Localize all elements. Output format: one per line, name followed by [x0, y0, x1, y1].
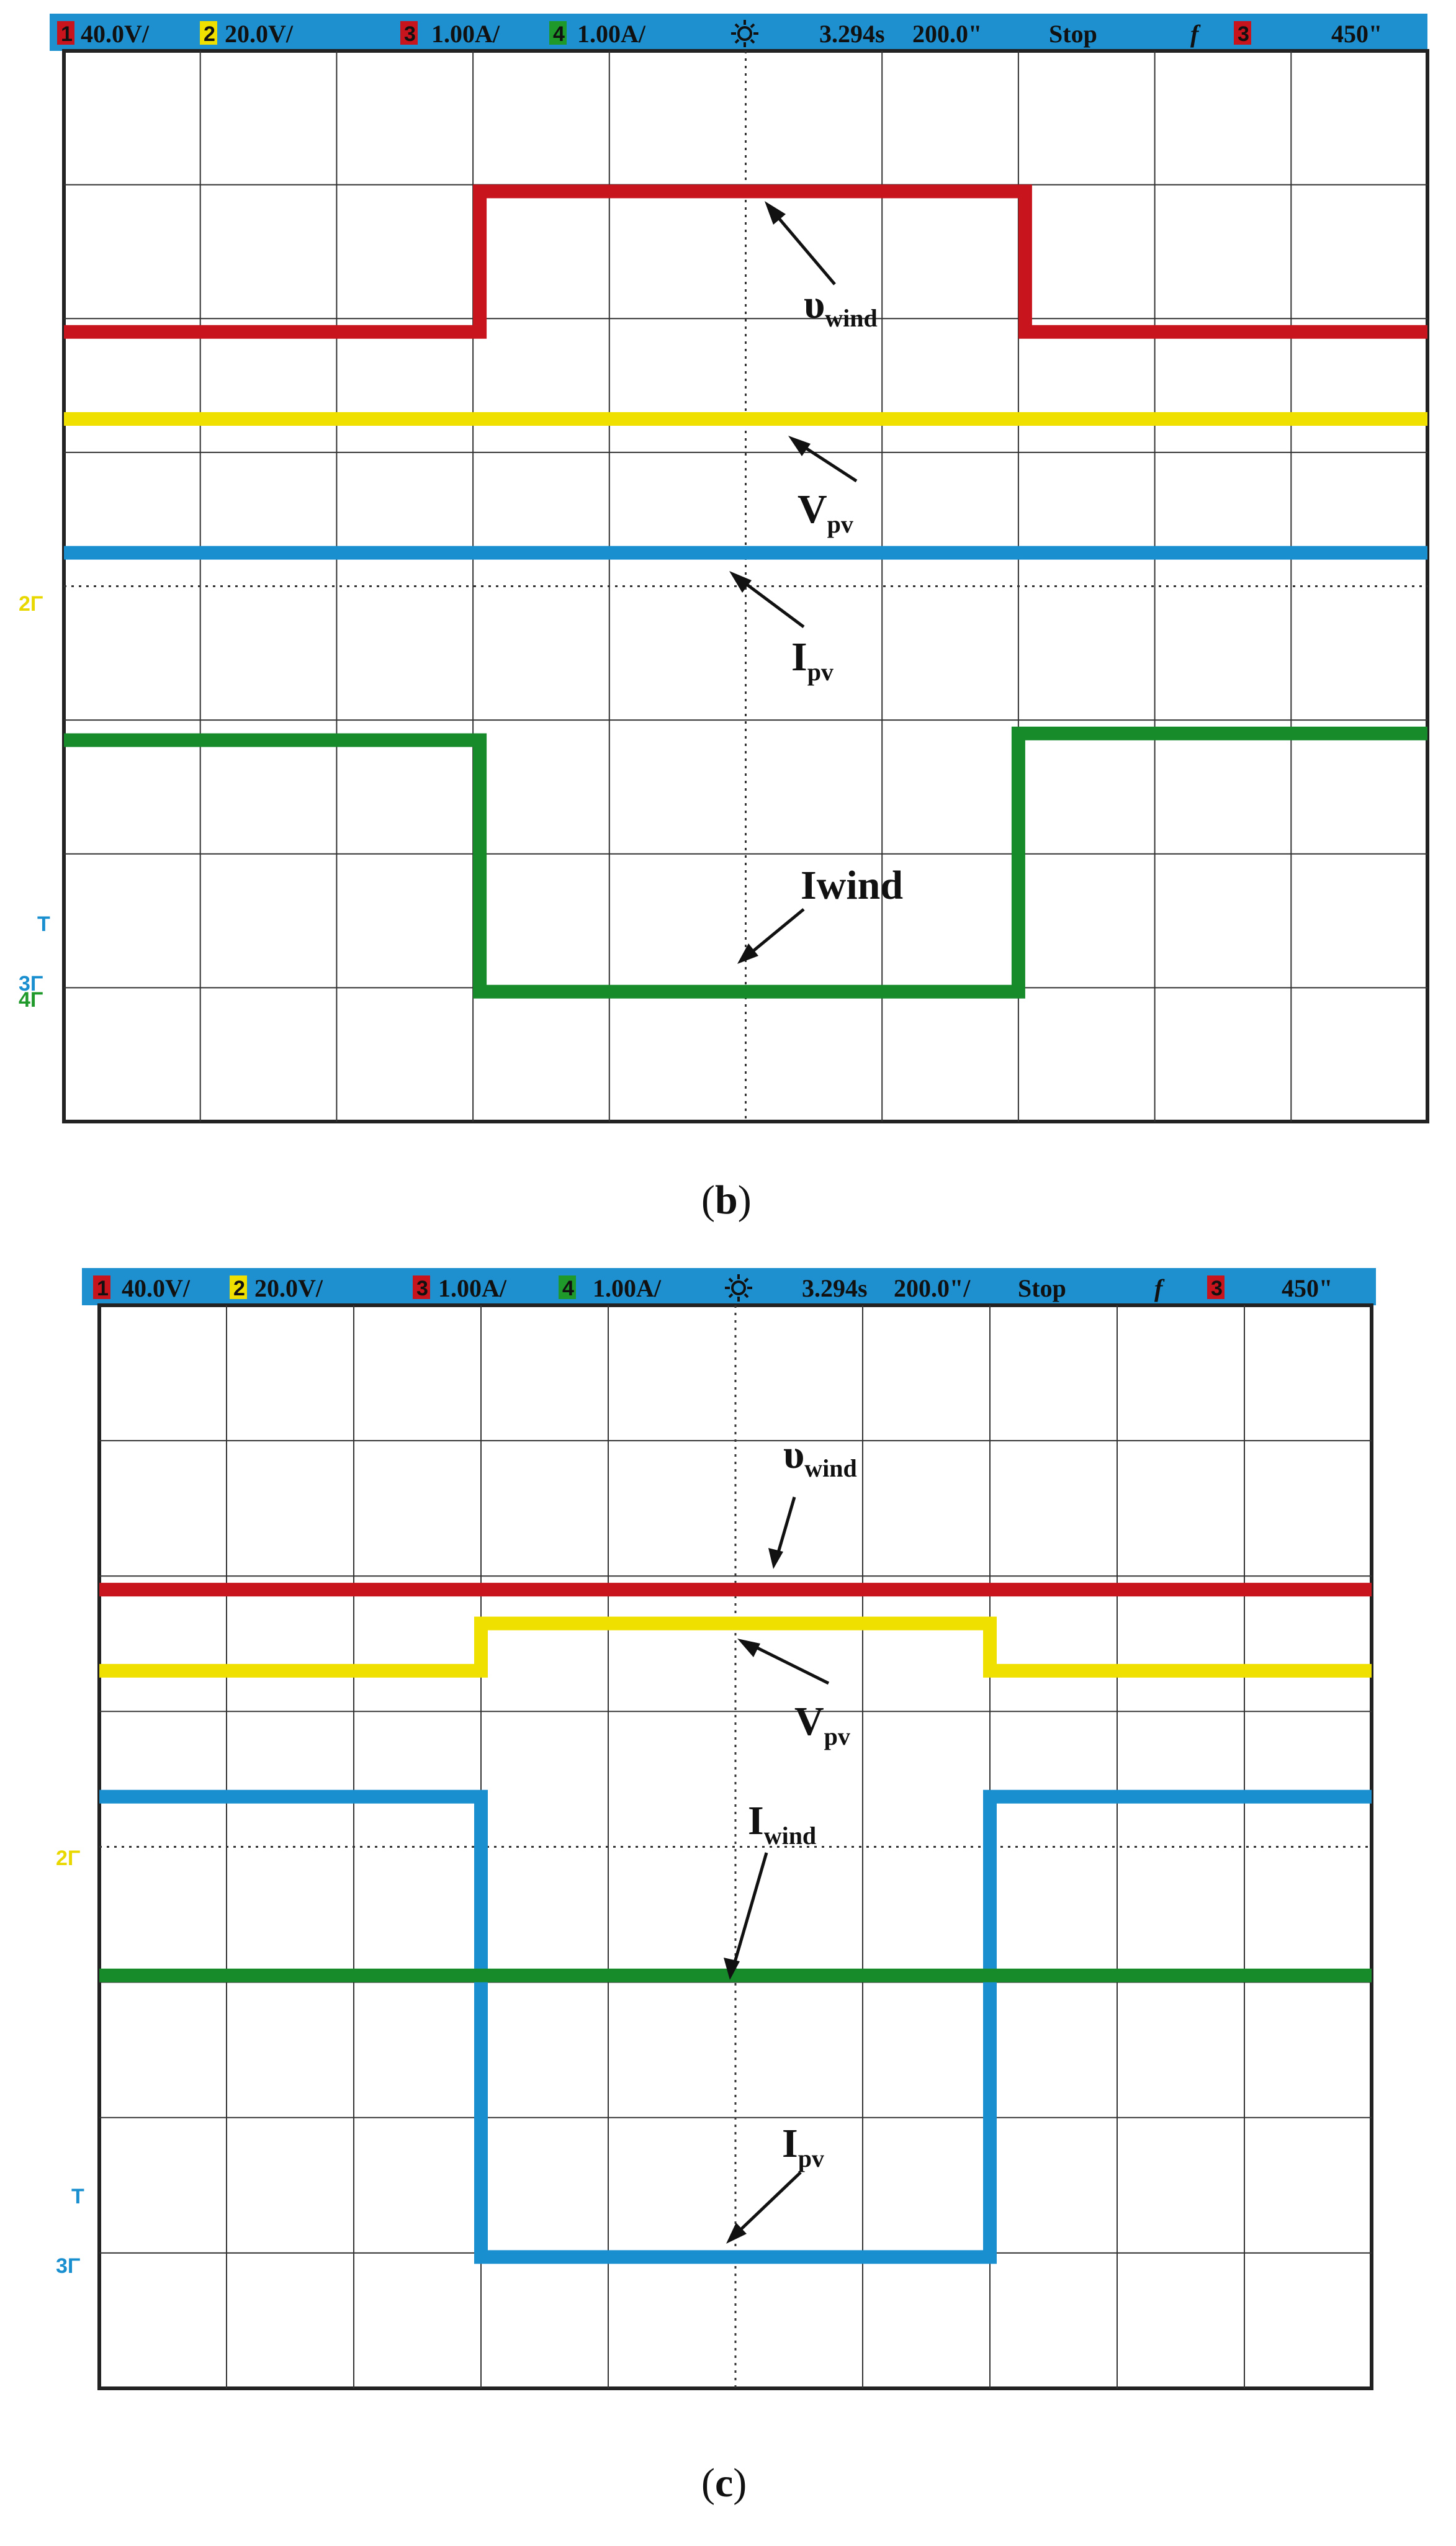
- acq-time: 3.294s: [802, 1274, 868, 1302]
- waveforms: [99, 1583, 1372, 2264]
- trigger-marker: T: [37, 912, 50, 936]
- status-bar-content: 1 40.0V/ 2 20.0V/ 3 1.00A/ 4 1.00A/: [93, 1274, 1332, 1302]
- ch4-badge: [559, 1275, 576, 1299]
- ch2-ground-marker: 2Γ: [19, 592, 43, 616]
- ch3-ground-marker: 3Γ: [56, 2254, 80, 2278]
- sun-icon: [731, 20, 758, 47]
- svg-text:3: 3: [404, 22, 416, 46]
- trigger-f-symbol: f: [1154, 1274, 1165, 1302]
- ch2-scale: 20.0V/: [225, 20, 294, 48]
- ch3-ground-marker: 3Γ: [19, 972, 43, 996]
- trace-annotations: υwind Vpv Ipv Iwind: [729, 201, 903, 964]
- ch1-scale: 40.0V/: [81, 20, 150, 48]
- vwind-label: υwind: [804, 282, 878, 332]
- iwind-arrow: [730, 1852, 768, 1971]
- svg-text:1: 1: [97, 1277, 109, 1300]
- panel-b: 1 40.0V/ 2 20.0V/ 3 1.00A/ 4 1.00A/: [19, 14, 1429, 1223]
- vpv-arrowhead: [788, 436, 811, 456]
- svg-text:4: 4: [553, 22, 565, 46]
- trigger-level: 450": [1331, 20, 1382, 48]
- iwind-arrowhead: [724, 1958, 740, 1980]
- status-bar-content: 1 40.0V/ 2 20.0V/ 3 1.00A/ 4 1.00A/: [57, 20, 1382, 48]
- vpv-label: Vpv: [794, 1699, 850, 1750]
- timebase: 200.0"/: [894, 1274, 971, 1302]
- svg-text:2: 2: [204, 22, 215, 46]
- trigger-ch-badge: [1234, 21, 1251, 45]
- svg-text:1: 1: [61, 22, 73, 46]
- ch1-badge: [57, 21, 74, 45]
- sun-icon: [725, 1274, 752, 1302]
- vwind-label: υwind: [783, 1432, 857, 1482]
- ipv-label: Ipv: [791, 634, 834, 686]
- ipv-arrowhead: [729, 571, 752, 593]
- panel-c: 1 40.0V/ 2 20.0V/ 3 1.00A/ 4 1.00A/: [56, 1268, 1376, 2506]
- run-state: Stop: [1049, 20, 1097, 48]
- vwind-arrowhead: [765, 201, 786, 225]
- iwind-arrowhead: [737, 943, 758, 964]
- vwind-arrow: [774, 1496, 796, 1562]
- svg-text:4: 4: [562, 1277, 574, 1300]
- left-markers: 2Γ T 3Γ: [56, 1847, 84, 2278]
- trigger-f-symbol: f: [1190, 20, 1201, 48]
- ch3-badge: [400, 21, 418, 45]
- ch2-badge: [200, 21, 217, 45]
- ch1-badge: [93, 1275, 110, 1299]
- left-markers: 2Γ T 3Γ 4Γ: [19, 592, 50, 1012]
- iwind-label: Iwind: [748, 1798, 816, 1850]
- trigger-marker: T: [71, 2185, 84, 2208]
- ch2-ground-marker: 2Γ: [56, 1847, 80, 1870]
- acq-time: 3.294s: [819, 20, 885, 48]
- iwind-label: Iwind: [801, 863, 903, 908]
- ch3-scale: 1.00A/: [431, 20, 500, 48]
- trigger-channel: 3: [1238, 22, 1249, 46]
- ipv-arrowhead: [726, 2223, 747, 2244]
- ipv-arrow: [731, 2171, 802, 2239]
- trigger-level: 450": [1282, 1274, 1332, 1302]
- trigger-ch-badge: [1207, 1275, 1225, 1299]
- trace-vpv: [99, 1616, 1372, 1678]
- trigger-channel: 3: [1211, 1277, 1223, 1300]
- svg-text:3: 3: [416, 1277, 428, 1300]
- timebase: 200.0": [912, 20, 982, 48]
- ch4-ground-marker: 4Γ: [19, 988, 43, 1012]
- vwind-arrowhead: [768, 1548, 783, 1569]
- ch2-badge: [230, 1275, 247, 1299]
- caption-b: (b): [701, 1177, 752, 1223]
- graticule: [99, 1305, 1372, 2388]
- trace-vwind: [64, 184, 1427, 339]
- svg-text:2: 2: [233, 1277, 245, 1300]
- caption-c: (c): [701, 2460, 747, 2506]
- trace-annotations: υwind Vpv Iwind Ipv: [724, 1432, 857, 2244]
- ch2-scale: 20.0V/: [254, 1274, 323, 1302]
- ch1-scale: 40.0V/: [122, 1274, 191, 1302]
- ch4-badge: [549, 21, 567, 45]
- trace-iwind: [64, 726, 1427, 999]
- vwind-arrow: [768, 206, 836, 286]
- ch3-scale: 1.00A/: [438, 1274, 507, 1302]
- vpv-arrowhead: [737, 1639, 760, 1657]
- ch4-scale: 1.00A/: [593, 1274, 662, 1302]
- waveforms: [64, 184, 1427, 999]
- ch3-badge: [413, 1275, 430, 1299]
- trace-ipv: [99, 1789, 1372, 2264]
- vpv-arrow: [744, 1640, 830, 1685]
- ipv-label: Ipv: [782, 2121, 824, 2172]
- vpv-label: Vpv: [798, 487, 853, 538]
- run-state: Stop: [1018, 1274, 1066, 1302]
- ch4-scale: 1.00A/: [577, 20, 646, 48]
